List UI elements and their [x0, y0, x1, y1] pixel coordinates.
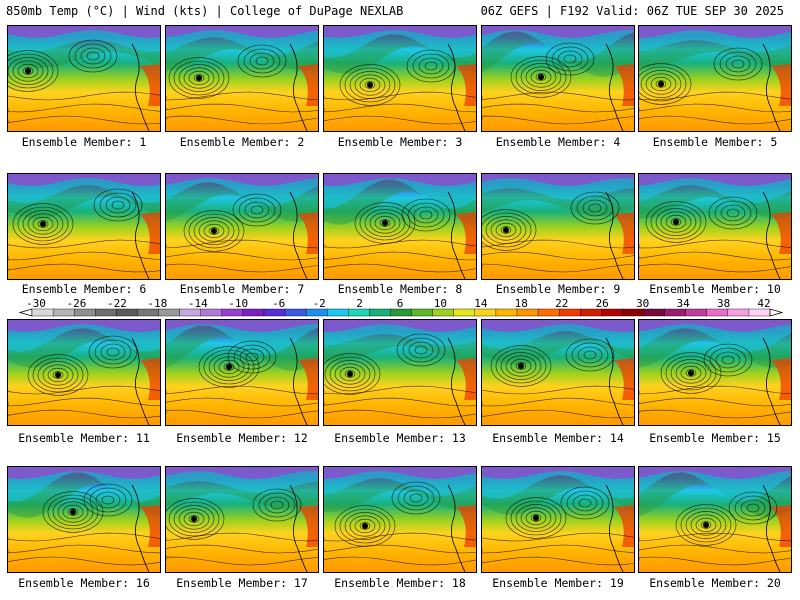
colorbar-swatch [95, 308, 117, 317]
ensemble-member-map [7, 466, 161, 573]
colorbar-swatch [31, 308, 54, 317]
colorbar-tick-label: -26 [66, 297, 86, 310]
colorbar-swatch [474, 308, 497, 317]
ensemble-member-label: Ensemble Member: 20 [649, 576, 781, 590]
ensemble-member-map [165, 173, 319, 280]
ensemble-member-map [323, 319, 477, 426]
ensemble-member-map [638, 25, 792, 132]
ensemble-member-map [638, 466, 792, 573]
colorbar-swatch [558, 308, 581, 317]
colorbar-tick-label: 14 [474, 297, 488, 310]
colorbar-swatch [748, 308, 771, 317]
colorbar-swatch [284, 308, 307, 317]
colorbar-swatch [242, 308, 265, 317]
colorbar-tick-label: 30 [636, 297, 649, 310]
colorbar-tick-label: 6 [397, 297, 404, 310]
colorbar-tick-label: 2 [356, 297, 363, 310]
colorbar-tick-label: -6 [272, 297, 285, 310]
ensemble-member-label: Ensemble Member: 12 [176, 431, 308, 445]
colorbar-swatch [580, 308, 602, 317]
colorbar-swatch [643, 308, 666, 317]
ensemble-member-map [7, 173, 161, 280]
colorbar-swatch [73, 308, 96, 317]
colorbar-tick-label: 34 [676, 297, 690, 310]
colorbar-swatch [601, 308, 623, 317]
ensemble-member-label: Ensemble Member: 14 [492, 431, 624, 445]
colorbar-swatch [158, 308, 181, 317]
ensemble-member-label: Ensemble Member: 19 [492, 576, 624, 590]
ensemble-member-map [638, 319, 792, 426]
colorbar-swatch [537, 308, 560, 317]
colorbar-swatch [453, 308, 476, 317]
colorbar-swatch [263, 308, 286, 317]
colorbar-swatch [516, 308, 539, 317]
colorbar-tick-label: 42 [757, 297, 770, 310]
ensemble-member-label: Ensemble Member: 2 [179, 135, 305, 149]
colorbar-swatch [369, 308, 391, 317]
ensemble-member-map [7, 25, 161, 132]
colorbar-swatch [137, 308, 160, 317]
ensemble-member-map [165, 25, 319, 132]
colorbar-swatch [327, 308, 349, 317]
colorbar-swatch [116, 308, 138, 317]
colorbar-swatch [664, 308, 687, 317]
colorbar-swatch [411, 308, 434, 317]
ensemble-member-label: Ensemble Member: 11 [18, 431, 150, 445]
temperature-colorbar: -30 -26 -22 -18 -14 -10 -6 -2 2 6 10 14 18 22 26 30 34 38… [18, 297, 784, 317]
ensemble-member-label: Ensemble Member: 7 [179, 282, 305, 296]
colorbar-swatch [52, 308, 75, 317]
ensemble-member-map [481, 173, 635, 280]
colorbar-swatch [622, 308, 644, 317]
colorbar-tick-label: -30 [26, 297, 46, 310]
ensemble-member-label: Ensemble Member: 1 [21, 135, 147, 149]
ensemble-member-map [481, 319, 635, 426]
colorbar-tick-label: -2 [312, 297, 325, 310]
ensemble-member-map [165, 466, 319, 573]
colorbar-swatch [305, 308, 328, 317]
header-valid-time: 06Z GEFS | F192 Valid: 06Z TUE SEP 30 20… [480, 4, 784, 18]
colorbar-swatch [495, 308, 518, 317]
ensemble-member-map [323, 25, 477, 132]
ensemble-member-label: Ensemble Member: 13 [334, 431, 466, 445]
colorbar-tick-label: 18 [515, 297, 528, 310]
ensemble-member-map [323, 466, 477, 573]
colorbar-swatch [727, 308, 750, 317]
colorbar-tick-label: -18 [147, 297, 167, 310]
ensemble-member-map [165, 319, 319, 426]
colorbar-swatch [706, 308, 729, 317]
colorbar-tick-label: 38 [717, 297, 730, 310]
colorbar-swatch [390, 308, 413, 317]
ensemble-member-label: Ensemble Member: 9 [495, 282, 621, 296]
ensemble-member-label: Ensemble Member: 5 [652, 135, 778, 149]
colorbar-swatch [221, 308, 244, 317]
ensemble-member-label: Ensemble Member: 15 [649, 431, 781, 445]
colorbar-swatch [179, 308, 202, 317]
ensemble-member-label: Ensemble Member: 17 [176, 576, 308, 590]
ensemble-member-label: Ensemble Member: 6 [21, 282, 147, 296]
colorbar-tick-label: 22 [555, 297, 568, 310]
colorbar-tick-label: -14 [188, 297, 208, 310]
colorbar-swatch [685, 308, 708, 317]
ensemble-member-map [481, 466, 635, 573]
colorbar-tick-label: -10 [228, 297, 248, 310]
colorbar-swatch [348, 308, 370, 317]
colorbar-swatch [200, 308, 223, 317]
colorbar-swatch [432, 308, 455, 317]
ensemble-member-map [638, 173, 792, 280]
ensemble-member-label: Ensemble Member: 3 [337, 135, 463, 149]
ensemble-member-label: Ensemble Member: 10 [649, 282, 781, 296]
ensemble-member-map [323, 173, 477, 280]
header-title: 850mb Temp (°C) | Wind (kts) | College o… [6, 4, 404, 18]
ensemble-member-map [7, 319, 161, 426]
ensemble-member-label: Ensemble Member: 8 [337, 282, 463, 296]
ensemble-member-label: Ensemble Member: 18 [334, 576, 466, 590]
ensemble-member-label: Ensemble Member: 16 [18, 576, 150, 590]
colorbar-tick-label: -22 [107, 297, 127, 310]
colorbar-tick-label: 10 [434, 297, 447, 310]
ensemble-member-map [481, 25, 635, 132]
colorbar-tick-label: 26 [596, 297, 609, 310]
ensemble-member-label: Ensemble Member: 4 [495, 135, 621, 149]
